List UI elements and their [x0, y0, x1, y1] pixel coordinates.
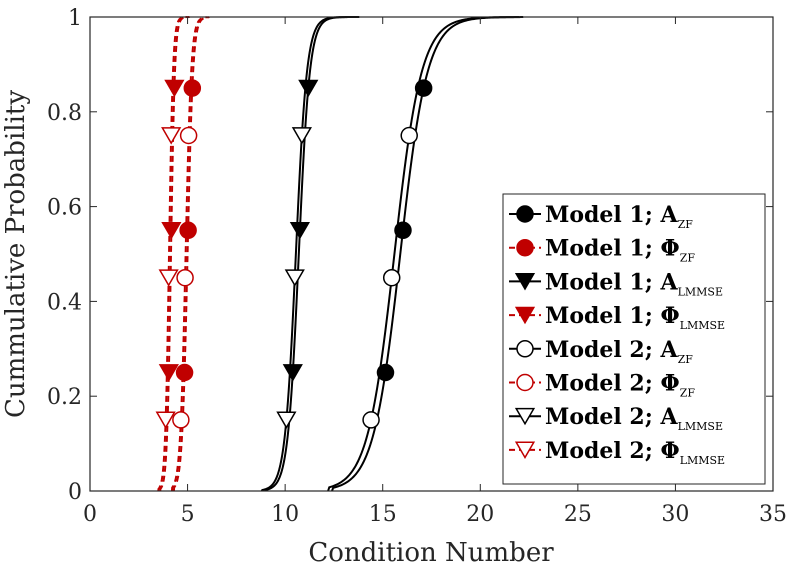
legend-item: Model 1; ALMMSE: [509, 269, 723, 298]
legend-marker: [516, 340, 534, 358]
legend-marker: [514, 306, 536, 325]
data-point: [400, 126, 418, 145]
legend-label: Model 1; ΦZF: [545, 236, 695, 265]
series-layer: [155, 16, 524, 492]
y-tick-label: 0.4: [47, 290, 82, 315]
legend-item: Model 1; AZF: [509, 202, 693, 231]
legend-marker: [514, 407, 536, 426]
legend-label: Model 2; ΦZF: [545, 371, 695, 400]
data-point: [394, 221, 412, 240]
data-point: [382, 268, 401, 287]
legend-item: Model 2; AZF: [509, 337, 693, 366]
legend-label: Model 1; ΦLMMSE: [545, 303, 725, 332]
legend-label: Model 2; ALMMSE: [545, 404, 723, 433]
y-tick-label: 0.2: [47, 385, 82, 410]
legend-marker: [514, 441, 536, 459]
data-point: [376, 363, 395, 382]
y-tick-label: 1: [68, 6, 82, 31]
legend-label: Model 2; ΦLMMSE: [545, 438, 725, 467]
legend-item: Model 2; ALMMSE: [509, 404, 723, 433]
y-tick-label: 0.6: [47, 196, 82, 221]
data-point: [176, 268, 194, 287]
x-axis-label: Condition Number: [308, 538, 554, 568]
legend-box: [502, 193, 766, 485]
legend-label: Model 1; ALMMSE: [545, 269, 723, 298]
x-tick-label: 5: [181, 502, 195, 527]
axes-box: [89, 16, 774, 492]
data-point: [276, 411, 297, 429]
series-line: [170, 16, 208, 492]
series-line: [157, 16, 188, 492]
legend-item: Model 1; ΦLMMSE: [509, 303, 725, 332]
data-point: [179, 126, 198, 145]
data-point: [289, 221, 311, 240]
legend-marker: [514, 273, 536, 291]
series-6: [170, 16, 208, 492]
legend-item: Model 1; ΦZF: [509, 236, 695, 265]
x-tick-label: 30: [661, 502, 689, 527]
x-tick-label: 15: [369, 502, 397, 527]
data-point: [164, 79, 185, 98]
series-4: [158, 16, 190, 492]
data-point: [161, 221, 182, 240]
x-tick-label: 25: [564, 502, 592, 527]
y-tick-label: 0.8: [47, 101, 82, 126]
data-point: [362, 411, 380, 429]
data-point: [183, 79, 202, 97]
data-point: [284, 269, 305, 287]
x-tick-label: 10: [271, 502, 299, 527]
x-axis: 0 5 10 15 20 25 30 35: [83, 17, 787, 527]
data-point: [282, 364, 303, 382]
legend-label: Model 1; AZF: [545, 202, 693, 231]
x-tick-label: 35: [759, 502, 787, 527]
series-8: [155, 16, 188, 492]
data-point: [291, 127, 312, 145]
data-point: [161, 127, 182, 145]
x-tick-label: 0: [83, 502, 97, 527]
legend-item: Model 2; ΦZF: [509, 371, 695, 400]
data-point: [158, 269, 179, 287]
data-point: [179, 221, 197, 240]
legend-item: Model 2; ΦLMMSE: [509, 438, 725, 467]
y-axis-label: Cummulative Probability: [1, 90, 31, 418]
legend: Model 1; AZF Model 1; ΦZF Model 1; ALMMSE M…: [502, 193, 766, 485]
series-line: [172, 16, 210, 492]
legend-marker: [516, 238, 534, 257]
data-point: [158, 364, 179, 382]
data-point: [175, 363, 194, 382]
legend-marker: [516, 373, 534, 392]
y-axis: 0 0.2 0.4 0.6 0.8 1: [47, 6, 773, 505]
series-line: [159, 16, 190, 492]
legend-label: Model 2; AZF: [545, 337, 693, 366]
series-2: [172, 16, 210, 492]
legend-marker: [516, 205, 534, 223]
x-tick-label: 20: [466, 502, 494, 527]
y-tick-label: 0: [68, 480, 82, 505]
data-point: [155, 411, 176, 429]
data-point: [298, 79, 319, 98]
data-point: [172, 411, 190, 429]
